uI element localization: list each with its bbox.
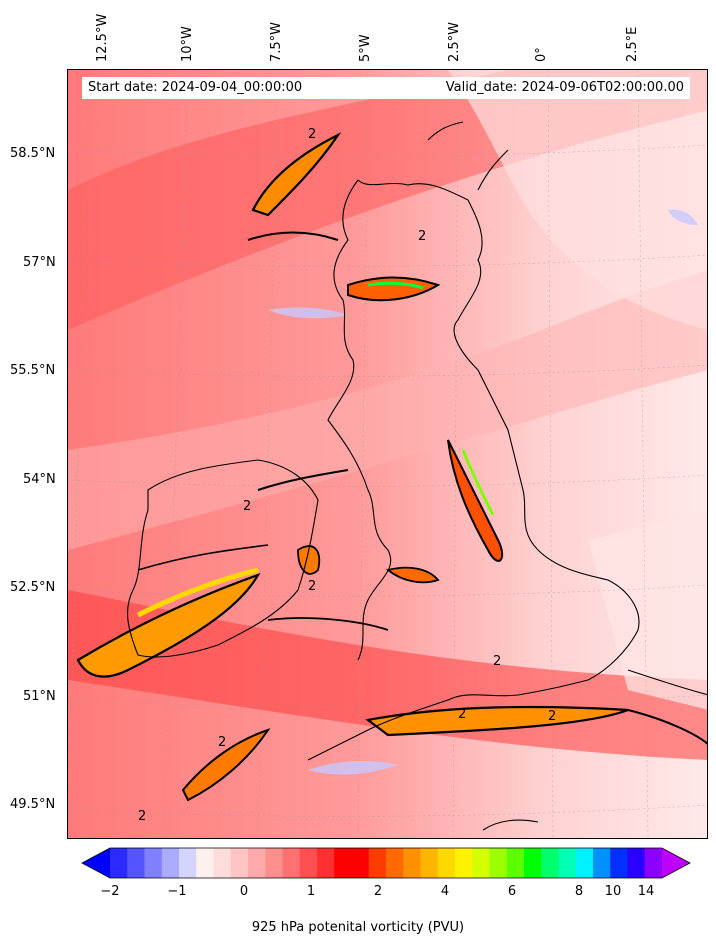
coastlines (127, 121, 707, 831)
lat-label-51n: 51°N (23, 689, 56, 704)
pv-field-map: 2 2 2 2 2 2 2 2 2 (68, 70, 707, 838)
colorbar-tick: 2 (373, 884, 383, 899)
lat-label-57n: 57°N (23, 255, 56, 270)
colorbar-swatch (282, 848, 301, 878)
map-panel: 2 2 2 2 2 2 2 2 2 (67, 69, 708, 839)
contour-label: 2 (418, 229, 426, 244)
colorbar-swatch (368, 848, 387, 878)
colorbar-swatch (265, 848, 283, 878)
colorbar-swatch (386, 848, 404, 878)
colorbar-swatch (144, 848, 163, 878)
contour-label: 2 (493, 654, 501, 669)
colorbar-tick: 1 (306, 884, 316, 899)
colorbar-swatch (455, 848, 473, 878)
colorbar-swatch (575, 848, 594, 878)
colorbar-swatch (420, 848, 439, 878)
colorbar-swatch (351, 848, 370, 878)
colorbar-tick: 10 (604, 884, 622, 899)
colorbar-label: 925 hPa potenital vorticity (PVU) (251, 920, 465, 935)
colorbar-tick: 8 (574, 884, 584, 899)
colorbar-tick: 14 (637, 884, 655, 899)
colorbar-tick: 0 (239, 884, 249, 899)
colorbar-swatch (437, 848, 456, 878)
colorbar-swatch (248, 848, 266, 878)
lon-label-12-5w: 12.5°W (95, 13, 110, 62)
lat-label-52-5n: 52.5°N (10, 580, 56, 595)
colorbar-tick: 4 (440, 884, 450, 899)
colorbar-tick: −2 (100, 884, 120, 899)
valid-date-text: Valid_date: 2024-09-06T02:00:00.00 (445, 80, 684, 95)
colorbar-outline (81, 847, 691, 879)
colorbar-swatch (472, 848, 490, 878)
lon-label-5w: 5°W (358, 34, 373, 62)
contour-label: 2 (243, 499, 251, 514)
lat-label-58-5n: 58.5°N (10, 146, 56, 161)
colorbar-swatch (524, 848, 542, 878)
colorbar-swatch (627, 848, 646, 878)
contour-label: 2 (458, 707, 466, 722)
colorbar-swatch (593, 848, 611, 878)
contour-label: 2 (138, 809, 146, 824)
contour-label: 2 (548, 709, 556, 724)
colorbar-swatch (506, 848, 525, 878)
colorbar-extend-high (662, 848, 690, 878)
lat-label-49-5n: 49.5°N (10, 797, 56, 812)
colorbar-swatch (644, 848, 663, 878)
colorbar-swatch (213, 848, 232, 878)
colorbar-swatch (196, 848, 214, 878)
pv-high-features (76, 132, 707, 802)
colorbar-swatch (299, 848, 318, 878)
colorbar-tick: 6 (507, 884, 517, 899)
lon-label-2-5w: 2.5°W (447, 21, 462, 62)
colorbar-swatch (334, 848, 352, 878)
lon-label-10w: 10°W (180, 26, 195, 62)
colorbar-swatch (558, 848, 577, 878)
colorbar-swatch (161, 848, 180, 878)
contour-label: 2 (218, 735, 226, 750)
colorbar-swatch (610, 848, 628, 878)
colorbar-extend-low (82, 848, 110, 878)
lat-label-54n: 54°N (23, 472, 56, 487)
lon-label-7-5w: 7.5°W (269, 21, 284, 62)
colorbar-swatch (230, 848, 249, 878)
contour-label: 2 (308, 579, 316, 594)
colorbar-swatch (179, 848, 197, 878)
pv-light-northeast (448, 70, 707, 330)
pv-light-east (588, 510, 707, 710)
lat-label-55-5n: 55.5°N (10, 363, 56, 378)
colorbar-swatch (127, 848, 145, 878)
colorbar-swatch (489, 848, 508, 878)
pv-band-mid (68, 270, 707, 550)
colorbar-swatch (541, 848, 559, 878)
start-date-text: Start date: 2024-09-04_00:00:00 (88, 80, 303, 95)
contour-label: 2 (308, 127, 316, 142)
colorbar-swatch (110, 848, 128, 878)
lon-label-0: 0° (534, 47, 549, 62)
colorbar-tick: −1 (167, 884, 187, 899)
colorbar-swatch (403, 848, 421, 878)
colorbar (81, 847, 691, 879)
date-header: Start date: 2024-09-04_00:00:00 Valid_da… (82, 77, 690, 99)
lon-label-2-5e: 2.5°E (625, 26, 640, 62)
pv-negative-patches (268, 209, 698, 775)
colorbar-swatch (317, 848, 335, 878)
contour-labels: 2 2 2 2 2 2 2 2 2 (138, 127, 556, 824)
